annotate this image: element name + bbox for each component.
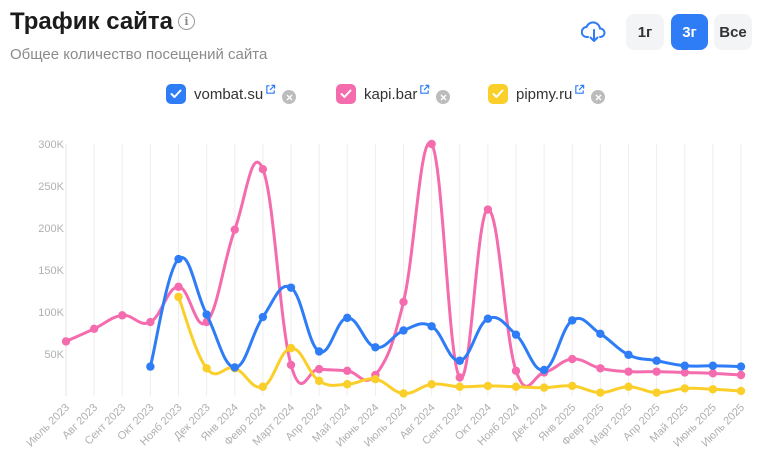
legend-label: pipmy.ru bbox=[516, 85, 573, 103]
data-point-pipmy-ru bbox=[371, 375, 380, 384]
remove-series-icon[interactable] bbox=[282, 90, 297, 104]
data-point-kapi-bar bbox=[596, 364, 605, 373]
period-all-button[interactable]: Все bbox=[714, 14, 752, 50]
data-point-vombat-su bbox=[736, 362, 746, 371]
data-point-vombat-su bbox=[314, 347, 324, 356]
data-point-pipmy-ru bbox=[314, 376, 324, 386]
data-point-vombat-su bbox=[202, 310, 211, 319]
data-point-kapi-bar bbox=[652, 367, 661, 376]
data-point-vombat-su bbox=[680, 361, 689, 370]
x-tick-label: Июль 2023 bbox=[24, 402, 72, 450]
data-point-pipmy-ru bbox=[624, 382, 633, 391]
data-point-kapi-bar bbox=[708, 369, 718, 378]
data-point-kapi-bar bbox=[286, 360, 296, 370]
data-point-vombat-su bbox=[624, 350, 633, 360]
external-link-icon[interactable] bbox=[419, 84, 430, 95]
data-point-kapi-bar bbox=[455, 373, 464, 382]
remove-series-icon[interactable] bbox=[591, 90, 606, 104]
data-point-pipmy-ru bbox=[286, 343, 296, 353]
external-link-icon[interactable] bbox=[265, 84, 276, 95]
period-1y-button[interactable]: 1г bbox=[626, 14, 664, 50]
y-tick-label: 150K bbox=[38, 265, 64, 277]
data-point-kapi-bar bbox=[343, 366, 352, 375]
data-point-pipmy-ru bbox=[399, 389, 408, 398]
data-point-pipmy-ru bbox=[174, 292, 183, 302]
data-point-kapi-bar bbox=[230, 225, 239, 234]
data-point-kapi-bar bbox=[568, 354, 577, 364]
download-button[interactable] bbox=[574, 14, 614, 50]
data-point-vombat-su bbox=[174, 254, 183, 264]
data-point-kapi-bar bbox=[174, 282, 183, 291]
data-point-kapi-bar bbox=[314, 364, 324, 374]
data-point-kapi-bar bbox=[483, 205, 493, 214]
data-point-vombat-su bbox=[427, 322, 436, 331]
legend-label: vombat.su bbox=[194, 85, 264, 103]
y-tick-label: 300K bbox=[38, 139, 64, 151]
data-point-vombat-su bbox=[455, 356, 464, 365]
data-point-pipmy-ru bbox=[736, 386, 746, 396]
data-point-vombat-su bbox=[286, 283, 296, 292]
data-point-vombat-su bbox=[146, 362, 155, 371]
data-point-kapi-bar bbox=[680, 368, 689, 377]
data-point-vombat-su bbox=[511, 330, 521, 339]
data-point-pipmy-ru bbox=[427, 380, 436, 389]
legend-item-pipmy[interactable]: pipmy.ru bbox=[488, 80, 606, 108]
data-point-kapi-bar bbox=[146, 317, 155, 327]
data-point-pipmy-ru bbox=[596, 388, 605, 397]
data-point-pipmy-ru bbox=[568, 381, 577, 391]
data-point-kapi-bar bbox=[427, 139, 436, 149]
checkbox-icon[interactable] bbox=[166, 84, 186, 104]
data-point-vombat-su bbox=[371, 343, 380, 352]
data-point-kapi-bar bbox=[118, 311, 127, 320]
data-point-vombat-su bbox=[596, 329, 605, 339]
data-point-vombat-su bbox=[708, 361, 718, 370]
data-point-pipmy-ru bbox=[258, 382, 268, 391]
data-point-vombat-su bbox=[399, 326, 408, 335]
data-point-vombat-su bbox=[258, 312, 268, 322]
data-point-pipmy-ru bbox=[680, 384, 689, 393]
cloud-download-icon bbox=[581, 21, 606, 42]
data-point-vombat-su bbox=[568, 316, 577, 325]
data-point-vombat-su bbox=[539, 365, 549, 375]
legend-item-vombat[interactable]: vombat.su bbox=[166, 80, 297, 108]
page-subtitle: Общее количество посещений сайта bbox=[10, 46, 268, 63]
data-point-pipmy-ru bbox=[455, 382, 464, 391]
period-3y-button[interactable]: 3г bbox=[671, 14, 708, 50]
data-point-kapi-bar bbox=[89, 324, 99, 333]
data-point-vombat-su bbox=[652, 356, 661, 365]
y-tick-label: 50K bbox=[44, 349, 64, 361]
data-point-pipmy-ru bbox=[652, 388, 661, 397]
data-point-pipmy-ru bbox=[343, 380, 352, 389]
external-link-icon[interactable] bbox=[574, 84, 585, 95]
data-point-pipmy-ru bbox=[483, 381, 493, 391]
data-point-kapi-bar bbox=[736, 370, 746, 380]
legend-label: kapi.bar bbox=[364, 85, 418, 103]
data-point-kapi-bar bbox=[511, 366, 521, 375]
data-point-kapi-bar bbox=[258, 165, 268, 174]
data-point-vombat-su bbox=[483, 314, 493, 323]
y-tick-label: 100K bbox=[38, 307, 64, 319]
checkbox-icon[interactable] bbox=[488, 84, 508, 104]
data-point-vombat-su bbox=[230, 363, 239, 372]
data-point-pipmy-ru bbox=[539, 383, 549, 392]
series-line-kapi-bar bbox=[64, 141, 743, 388]
data-point-kapi-bar bbox=[61, 337, 71, 346]
info-icon[interactable]: i bbox=[178, 13, 195, 30]
remove-series-icon[interactable] bbox=[436, 90, 451, 104]
data-point-pipmy-ru bbox=[511, 382, 521, 391]
data-point-kapi-bar bbox=[399, 297, 408, 307]
data-point-pipmy-ru bbox=[708, 385, 718, 394]
data-point-vombat-su bbox=[343, 313, 352, 323]
data-point-pipmy-ru bbox=[202, 364, 211, 373]
data-point-kapi-bar bbox=[624, 367, 633, 376]
chart-legend: vombat.su kapi.bar pipmy.ru bbox=[0, 80, 761, 108]
checkbox-icon[interactable] bbox=[336, 84, 356, 104]
page-title: Трафик сайта bbox=[10, 8, 174, 35]
y-tick-label: 250K bbox=[38, 181, 64, 193]
y-tick-label: 200K bbox=[38, 223, 64, 235]
legend-item-kapi[interactable]: kapi.bar bbox=[336, 80, 451, 108]
